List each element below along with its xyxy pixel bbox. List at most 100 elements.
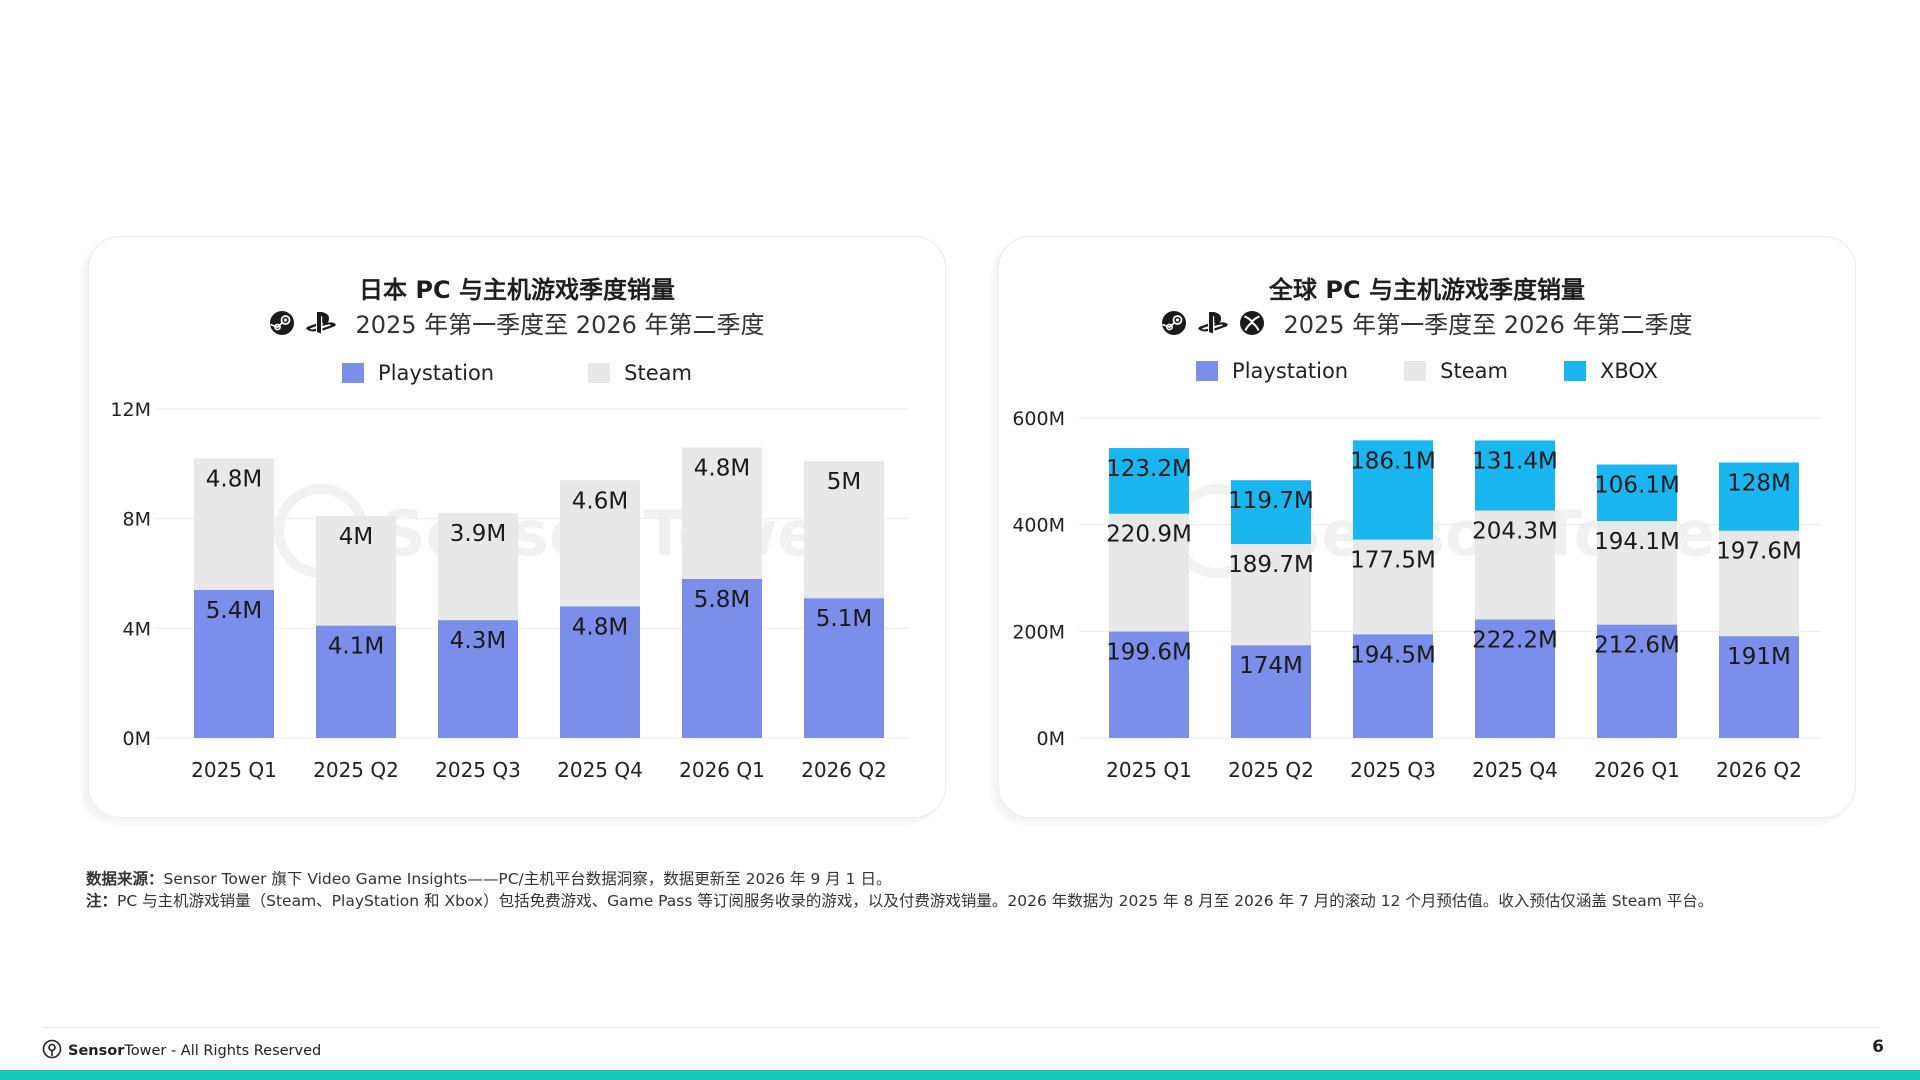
data-label-xbox: 123.2M xyxy=(1106,456,1192,482)
xbox-icon xyxy=(1239,310,1265,336)
y-tick-label: 200M xyxy=(1012,621,1065,643)
x-category-label: 2026 Q1 xyxy=(1594,758,1680,782)
data-label-steam: 177.5M xyxy=(1350,548,1436,574)
data-label-playstation: 174M xyxy=(1239,653,1303,679)
data-label-xbox: 186.1M xyxy=(1350,448,1436,474)
data-label-playstation: 222.2M xyxy=(1472,627,1558,653)
note-text: PC 与主机游戏销量（Steam、PlayStation 和 Xbox）包括免费… xyxy=(117,892,1714,910)
y-tick-label: 0M xyxy=(123,728,151,750)
global-chart-title: 全球 PC 与主机游戏季度销量 xyxy=(1269,276,1585,304)
x-category-label: 2025 Q2 xyxy=(313,758,399,782)
bar-segment-playstation xyxy=(1231,645,1311,738)
playstation-icon xyxy=(305,310,337,336)
japan-chart-card: 日本 PC 与主机游戏季度销量 xyxy=(88,236,946,818)
x-category-label: 2025 Q3 xyxy=(435,758,521,782)
data-label-playstation: 4.8M xyxy=(572,614,628,640)
data-label-playstation: 4.1M xyxy=(328,634,384,660)
y-tick-label: 12M xyxy=(110,399,151,421)
x-category-label: 2025 Q1 xyxy=(1106,758,1192,782)
bar-segment-playstation xyxy=(804,598,884,738)
y-tick-label: 600M xyxy=(1012,408,1065,430)
footnotes: 数据来源：Sensor Tower 旗下 Video Game Insights… xyxy=(86,868,1846,912)
legend-label-playstation: Playstation xyxy=(378,361,495,385)
bar-segment-xbox xyxy=(1719,462,1799,531)
global-chart-card: 全球 PC 与主机游戏季度销量 xyxy=(998,236,1856,818)
playstation-icon xyxy=(1197,310,1229,336)
x-category-label: 2025 Q4 xyxy=(557,758,643,782)
bar-segment-playstation xyxy=(1719,636,1799,738)
data-label-playstation: 212.6M xyxy=(1594,633,1680,659)
data-label-playstation: 4.3M xyxy=(450,628,506,654)
legend-swatch-steam xyxy=(588,363,611,383)
methodology-note: 注：PC 与主机游戏销量（Steam、PlayStation 和 Xbox）包括… xyxy=(86,890,1846,912)
data-label-steam: 4.8M xyxy=(206,466,262,492)
bar-segment-steam xyxy=(1719,530,1799,637)
data-label-xbox: 131.4M xyxy=(1472,448,1558,474)
data-label-steam: 4M xyxy=(339,524,373,550)
bar-segment-playstation xyxy=(1353,634,1433,738)
legend-label-steam: Steam xyxy=(1440,359,1508,383)
source-text: Sensor Tower 旗下 Video Game Insights——PC/… xyxy=(163,870,892,888)
data-label-steam: 5M xyxy=(827,469,861,495)
x-category-label: 2025 Q3 xyxy=(1350,758,1436,782)
bar-segment-steam xyxy=(316,515,396,626)
legend-swatch-xbox xyxy=(1563,361,1586,381)
legend-swatch-playstation xyxy=(342,363,365,383)
data-label-steam: 4.8M xyxy=(694,455,750,481)
legend-item-xbox: XBOX xyxy=(1563,359,1658,383)
global-platform-icons xyxy=(1161,310,1265,336)
sensor-tower-logo-icon xyxy=(42,1039,62,1063)
japan-chart-subtitle-row: 2025 年第一季度至 2026 年第二季度 xyxy=(89,305,945,340)
data-label-xbox: 128M xyxy=(1727,470,1791,496)
x-category-label: 2026 Q2 xyxy=(801,758,887,782)
legend-label-playstation: Playstation xyxy=(1232,359,1349,383)
legend-label-steam: Steam xyxy=(624,361,692,385)
data-label-steam: 220.9M xyxy=(1106,522,1192,548)
bar-segment-steam xyxy=(1597,521,1677,625)
bar-segment-steam xyxy=(438,513,518,621)
data-label-steam: 204.3M xyxy=(1472,519,1558,545)
bar-segment-steam xyxy=(194,458,274,590)
bar-segment-playstation xyxy=(194,589,274,738)
bar-segment-steam xyxy=(804,461,884,599)
data-label-playstation: 5.8M xyxy=(694,587,750,613)
footer-divider xyxy=(42,1027,1880,1028)
data-label-playstation: 199.6M xyxy=(1106,640,1192,666)
bar-segment-xbox xyxy=(1597,464,1677,522)
bar-segment-xbox xyxy=(1475,440,1555,511)
bar-segment-steam xyxy=(1353,539,1433,635)
y-tick-label: 0M xyxy=(1037,728,1065,750)
brand-name-regular: Tower xyxy=(124,1043,167,1059)
legend-swatch-steam xyxy=(1404,361,1427,381)
bar-segment-playstation xyxy=(1475,619,1555,738)
data-label-playstation: 194.5M xyxy=(1350,642,1436,668)
bar-segment-xbox xyxy=(1109,448,1189,514)
y-tick-label: 8M xyxy=(123,509,151,531)
rights-text: - All Rights Reserved xyxy=(166,1043,322,1059)
page-number: 6 xyxy=(1872,1037,1884,1057)
global-chart-subtitle: 2025 年第一季度至 2026 年第二季度 xyxy=(1283,311,1693,339)
x-category-label: 2026 Q1 xyxy=(679,758,765,782)
bar-segment-xbox xyxy=(1353,440,1433,540)
japan-chart-subtitle: 2025 年第一季度至 2026 年第二季度 xyxy=(355,311,765,339)
global-chart-subtitle-row: 2025 年第一季度至 2026 年第二季度 xyxy=(999,305,1855,340)
bar-segment-steam xyxy=(682,447,762,579)
steam-icon xyxy=(269,310,295,336)
data-label-steam: 189.7M xyxy=(1228,552,1314,578)
data-label-playstation: 191M xyxy=(1727,644,1791,670)
data-label-playstation: 5.4M xyxy=(206,598,262,624)
legend-item-steam: Steam xyxy=(1404,359,1508,383)
bar-segment-steam xyxy=(1475,510,1555,620)
footer-brand: SensorTower - All Rights Reserved xyxy=(42,1039,321,1063)
legend-swatch-playstation xyxy=(1196,361,1219,381)
x-category-label: 2025 Q4 xyxy=(1472,758,1558,782)
brand-name-bold: Sensor xyxy=(68,1043,125,1059)
source-note: 数据来源：Sensor Tower 旗下 Video Game Insights… xyxy=(86,868,1846,890)
legend-item-steam: Steam xyxy=(588,361,692,385)
legend-item-playstation: Playstation xyxy=(1196,359,1348,383)
bar-segment-steam xyxy=(560,480,640,607)
x-category-label: 2025 Q2 xyxy=(1228,758,1314,782)
bar-segment-playstation xyxy=(1597,624,1677,738)
